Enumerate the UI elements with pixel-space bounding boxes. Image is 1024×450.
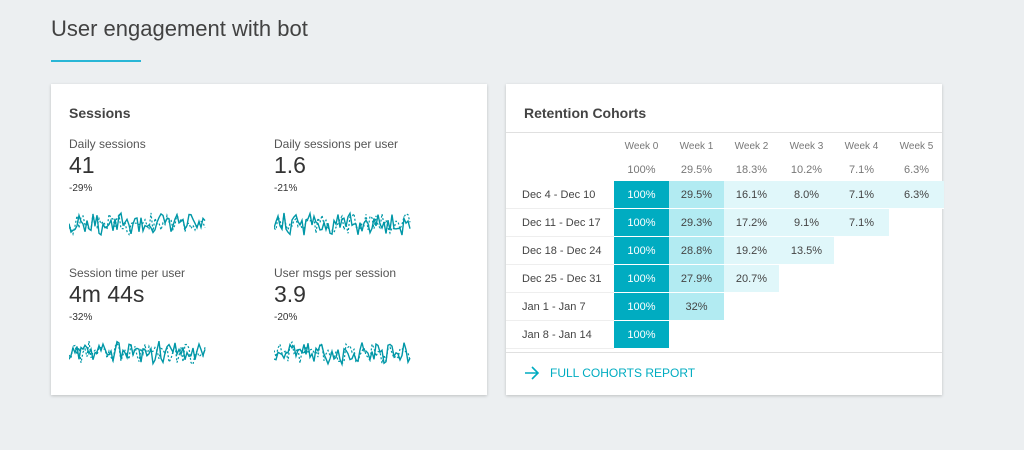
row-divider <box>506 208 614 209</box>
sparkline-path <box>69 340 206 366</box>
row-divider <box>506 348 614 349</box>
metric-change: -29% <box>69 183 93 194</box>
cohort-cell: 29.3% <box>669 209 724 237</box>
divider <box>506 132 942 133</box>
row-divider <box>506 264 614 265</box>
metric-value: 4m 44s <box>69 281 145 307</box>
cohort-cell: 7.1% <box>834 209 889 237</box>
cohort-cell: 100% <box>614 293 669 321</box>
metric-label: Daily sessions <box>69 137 146 151</box>
metric-change: -20% <box>274 312 298 323</box>
divider <box>506 352 942 353</box>
metric-label: Session time per user <box>69 266 186 280</box>
link-text: FULL COHORTS REPORT <box>550 366 696 380</box>
sparkline-path <box>274 342 411 367</box>
column-header: Week 0 <box>624 141 659 152</box>
sparkline-path <box>274 210 411 236</box>
column-header: Week 3 <box>789 141 824 152</box>
metric-value: 1.6 <box>274 152 306 178</box>
cohort-cell: 28.8% <box>669 237 724 265</box>
row-divider <box>506 320 614 321</box>
full-report-link[interactable]: FULL COHORTS REPORT <box>524 366 695 380</box>
cohort-cell: 6.3% <box>889 181 944 209</box>
cohort-label: Jan 8 - Jan 14 <box>522 329 592 341</box>
cohort-cell: 9.1% <box>779 209 834 237</box>
cohort-cell: 100% <box>614 321 669 349</box>
sparkline <box>69 211 206 237</box>
card-title: Retention Cohorts <box>524 105 647 121</box>
metric-change: -21% <box>274 183 298 194</box>
metric-value: 41 <box>69 152 95 178</box>
sparkline-path <box>69 211 206 237</box>
cohort-cell: 13.5% <box>779 237 834 265</box>
cohort-cell: 8.0% <box>779 181 834 209</box>
column-header: Week 2 <box>734 141 769 152</box>
cohort-label: Dec 25 - Dec 31 <box>522 273 602 285</box>
metric-value: 3.9 <box>274 281 306 307</box>
row-divider <box>506 236 614 237</box>
cohort-label: Dec 4 - Dec 10 <box>522 189 596 201</box>
cohort-label: Dec 11 - Dec 17 <box>522 217 601 229</box>
metric-change: -32% <box>69 312 93 323</box>
cohort-cell: 17.2% <box>724 209 779 237</box>
metric-label: Daily sessions per user <box>274 137 399 151</box>
card-title: Sessions <box>69 105 131 121</box>
cohort-label: Jan 1 - Jan 7 <box>522 301 586 313</box>
cohort-cell: 19.2% <box>724 237 779 265</box>
column-header: Week 1 <box>679 141 714 152</box>
metric-label: User msgs per session <box>274 266 397 280</box>
cohort-cell: 100% <box>614 237 669 265</box>
cohort-cell: 100% <box>614 265 669 293</box>
column-header: Week 4 <box>844 141 879 152</box>
cohort-cell: 16.1% <box>724 181 779 209</box>
sparkline <box>274 340 411 367</box>
column-average: 29.5% <box>680 164 713 176</box>
sparkline-path <box>69 341 206 366</box>
row-divider <box>506 292 614 293</box>
cohort-cell: 7.1% <box>834 181 889 209</box>
column-average: 100% <box>627 164 656 176</box>
sparkline <box>69 340 206 366</box>
cohort-cell: 20.7% <box>724 265 779 293</box>
title-underline <box>51 60 141 62</box>
cohort-cell: 27.9% <box>669 265 724 293</box>
arrow-icon <box>525 366 540 380</box>
cohort-cell: 100% <box>614 209 669 237</box>
cohort-cell: 100% <box>614 181 669 209</box>
cohort-cell: 32% <box>669 293 724 321</box>
column-average: 18.3% <box>735 164 768 176</box>
column-average: 10.2% <box>790 164 823 176</box>
sparkline <box>274 210 411 236</box>
column-average: 7.1% <box>848 164 875 176</box>
column-average: 6.3% <box>903 164 930 176</box>
column-header: Week 5 <box>899 141 934 152</box>
cohort-cell: 29.5% <box>669 181 724 209</box>
cohort-label: Dec 18 - Dec 24 <box>522 245 602 257</box>
retention-card: Retention Cohorts FULL COHORTS REPORT We… <box>506 84 944 395</box>
sessions-card: Sessions Daily sessions 41 -29% Daily sessi… <box>51 84 487 395</box>
page-title: User engagement with bot <box>51 16 308 41</box>
